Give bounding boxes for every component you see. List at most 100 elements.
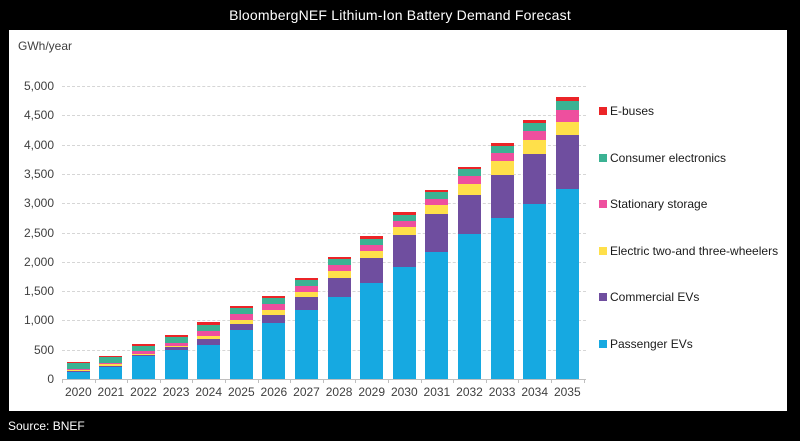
- legend-label: Stationary storage: [610, 197, 708, 211]
- bar-segment: [197, 322, 221, 325]
- x-axis-tick-label: 2033: [488, 385, 516, 399]
- x-axis-tick-label: 2020: [64, 385, 92, 399]
- bar-segment: [392, 227, 416, 235]
- bar-segment: [66, 369, 90, 371]
- bar-segment: [327, 258, 351, 266]
- x-axis-tick: [159, 379, 161, 383]
- legend-item: Stationary storage: [599, 197, 707, 211]
- x-axis-tick: [290, 379, 292, 383]
- bar-segment: [392, 212, 416, 215]
- bar-segment: [66, 363, 90, 369]
- bar-segment: [360, 257, 384, 283]
- source-label: Source: BNEF: [8, 419, 85, 433]
- chart-title: BloombergNEF Lithium-Ion Battery Demand …: [229, 7, 571, 23]
- x-axis-tick-label: 2022: [130, 385, 157, 399]
- bar-segment: [229, 324, 253, 331]
- legend-label: Passenger EVs: [610, 336, 693, 351]
- bar-segment: [523, 203, 547, 379]
- bar-segment: [490, 174, 514, 219]
- bar-segment: [197, 330, 221, 336]
- x-axis-tick: [355, 379, 357, 383]
- bar-segment: [262, 295, 286, 298]
- bar-segment: [425, 205, 449, 214]
- bar-segment: [360, 236, 384, 239]
- bar-segment: [360, 282, 384, 379]
- y-axis-tick-label: 1,000: [23, 313, 54, 328]
- bar-segment: [425, 189, 449, 193]
- x-axis-tick-label: 2032: [456, 385, 483, 399]
- bar-segment: [99, 366, 123, 379]
- x-axis-tick-label: 2031: [423, 385, 451, 399]
- y-gridline: [62, 320, 586, 322]
- bar-segment: [295, 292, 318, 297]
- x-axis-line: [62, 379, 586, 380]
- legend-swatch: [599, 246, 607, 255]
- bar-segment: [327, 296, 351, 379]
- bar-segment: [295, 277, 318, 281]
- x-axis-tick: [420, 379, 422, 383]
- bar-segment: [523, 154, 547, 204]
- bar-segment: [458, 169, 481, 176]
- bar-segment: [490, 145, 514, 153]
- x-axis-tick: [127, 379, 129, 383]
- y-axis-tick-label: 1,500: [23, 284, 54, 299]
- x-axis-tick-label: 2021: [97, 385, 125, 399]
- bar-segment: [164, 342, 188, 346]
- bar-segment: [327, 271, 351, 278]
- x-axis-tick-label: 2034: [521, 385, 549, 399]
- bar-segment: [262, 303, 286, 311]
- bar-segment: [555, 110, 579, 122]
- x-axis-tick-label: 2026: [260, 385, 288, 399]
- bar-segment: [197, 345, 221, 379]
- bar-segment: [262, 297, 286, 304]
- bar-segment: [523, 122, 547, 131]
- legend-swatch: [599, 339, 607, 348]
- y-gridline: [62, 144, 586, 146]
- legend-swatch: [599, 200, 607, 208]
- bar-segment: [132, 344, 155, 346]
- x-axis-tick: [518, 379, 520, 383]
- legend-swatch: [599, 107, 607, 115]
- bar-segment: [523, 139, 547, 154]
- y-axis-tick-label: 3,500: [23, 166, 54, 181]
- x-axis-tick: [388, 379, 389, 383]
- bar-segment: [295, 280, 318, 287]
- x-axis-tick-label: 2035: [553, 385, 581, 399]
- bar-segment: [360, 250, 384, 258]
- bar-segment: [66, 370, 90, 372]
- x-axis-tick-label: 2024: [195, 385, 223, 399]
- x-axis-tick-label: 2027: [293, 385, 320, 399]
- legend-item: E-buses: [599, 104, 654, 118]
- bar-segment: [229, 306, 253, 309]
- bar-segment: [523, 130, 547, 140]
- bar-segment: [197, 335, 221, 340]
- bar-segment: [99, 365, 123, 367]
- x-axis-tick-label: 2023: [162, 385, 190, 399]
- x-axis-tick-label: 2029: [358, 385, 386, 399]
- bar-segment: [229, 314, 253, 320]
- bar-segment: [99, 355, 123, 358]
- x-axis-tick: [225, 379, 226, 383]
- bar-segment: [490, 152, 514, 162]
- bar-segment: [197, 324, 221, 331]
- bar-segment: [458, 233, 481, 379]
- y-axis-tick-label: 500: [33, 342, 54, 357]
- bar-segment: [360, 244, 384, 251]
- legend-label: Consumer electronics: [610, 150, 727, 165]
- bar-segment: [555, 100, 579, 111]
- y-axis-tick-label: 4,500: [23, 108, 54, 123]
- bar-segment: [66, 371, 90, 379]
- legend: E-buses Consumer electronics Stationary st…: [590, 30, 790, 411]
- chart-panel: GWh/year 0 500 1,000 1,500 2,000 2,500 3,000 3,…: [9, 30, 787, 411]
- y-gridline: [62, 115, 586, 117]
- y-axis-tick-label: 4,000: [23, 137, 54, 152]
- y-axis-unit-label: GWh/year: [18, 39, 73, 53]
- bar-segment: [392, 234, 416, 267]
- title-bar: BloombergNEF Lithium-Ion Battery Demand …: [0, 0, 800, 30]
- bar-segment: [425, 198, 449, 206]
- x-axis-tick: [62, 379, 63, 383]
- y-axis-tick-label: 2,000: [23, 254, 54, 269]
- bar-segment: [327, 265, 351, 272]
- legend-item: Commercial EVs: [599, 290, 699, 304]
- bar-segment: [229, 330, 253, 379]
